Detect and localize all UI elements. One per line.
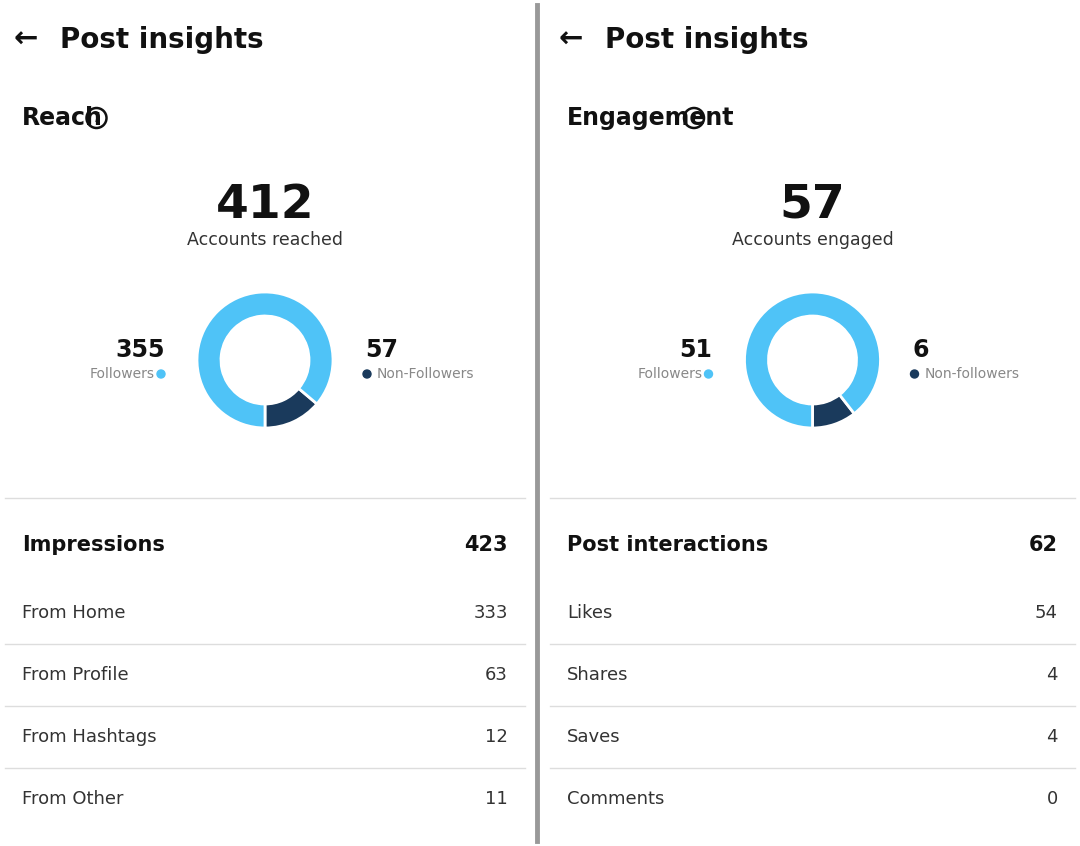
Circle shape	[910, 370, 918, 378]
Wedge shape	[265, 388, 316, 428]
Text: Likes: Likes	[567, 604, 612, 622]
Text: 4: 4	[1047, 666, 1058, 684]
Text: 412: 412	[216, 183, 314, 228]
Text: Post insights: Post insights	[605, 26, 809, 54]
Text: From Profile: From Profile	[22, 666, 129, 684]
Text: 57: 57	[365, 338, 399, 362]
Text: 355: 355	[116, 338, 165, 362]
Text: 12: 12	[485, 728, 508, 746]
Circle shape	[704, 370, 713, 378]
Text: Accounts reached: Accounts reached	[187, 231, 343, 249]
Circle shape	[221, 316, 309, 404]
Text: ←: ←	[14, 26, 38, 54]
Text: 57: 57	[780, 183, 846, 228]
Text: Post insights: Post insights	[60, 26, 264, 54]
Text: Shares: Shares	[567, 666, 629, 684]
Wedge shape	[812, 395, 854, 428]
Text: 4: 4	[1047, 728, 1058, 746]
Circle shape	[363, 370, 372, 378]
Wedge shape	[744, 292, 880, 428]
Text: Reach: Reach	[22, 106, 103, 130]
Text: Followers: Followers	[637, 367, 702, 381]
Text: Accounts engaged: Accounts engaged	[731, 231, 893, 249]
Text: 11: 11	[485, 790, 508, 808]
Text: 54: 54	[1035, 604, 1058, 622]
Text: Saves: Saves	[567, 728, 621, 746]
Text: From Home: From Home	[22, 604, 125, 622]
Text: Impressions: Impressions	[22, 535, 165, 555]
Text: From Other: From Other	[22, 790, 123, 808]
Text: 62: 62	[1029, 535, 1058, 555]
Text: i: i	[692, 112, 697, 125]
Text: From Hashtags: From Hashtags	[22, 728, 157, 746]
Circle shape	[769, 316, 856, 404]
Text: 6: 6	[913, 338, 929, 362]
Wedge shape	[197, 292, 333, 428]
Text: Comments: Comments	[567, 790, 664, 808]
Text: ←: ←	[558, 26, 583, 54]
Text: 333: 333	[473, 604, 508, 622]
Text: 423: 423	[464, 535, 508, 555]
Text: Followers: Followers	[90, 367, 156, 381]
Text: i: i	[94, 112, 98, 125]
Text: Engagement: Engagement	[567, 106, 734, 130]
Text: 63: 63	[485, 666, 508, 684]
Text: Post interactions: Post interactions	[567, 535, 768, 555]
Text: 0: 0	[1047, 790, 1058, 808]
Circle shape	[157, 370, 165, 378]
Text: 51: 51	[679, 338, 713, 362]
Text: Non-followers: Non-followers	[924, 367, 1020, 381]
Text: Non-Followers: Non-Followers	[377, 367, 474, 381]
